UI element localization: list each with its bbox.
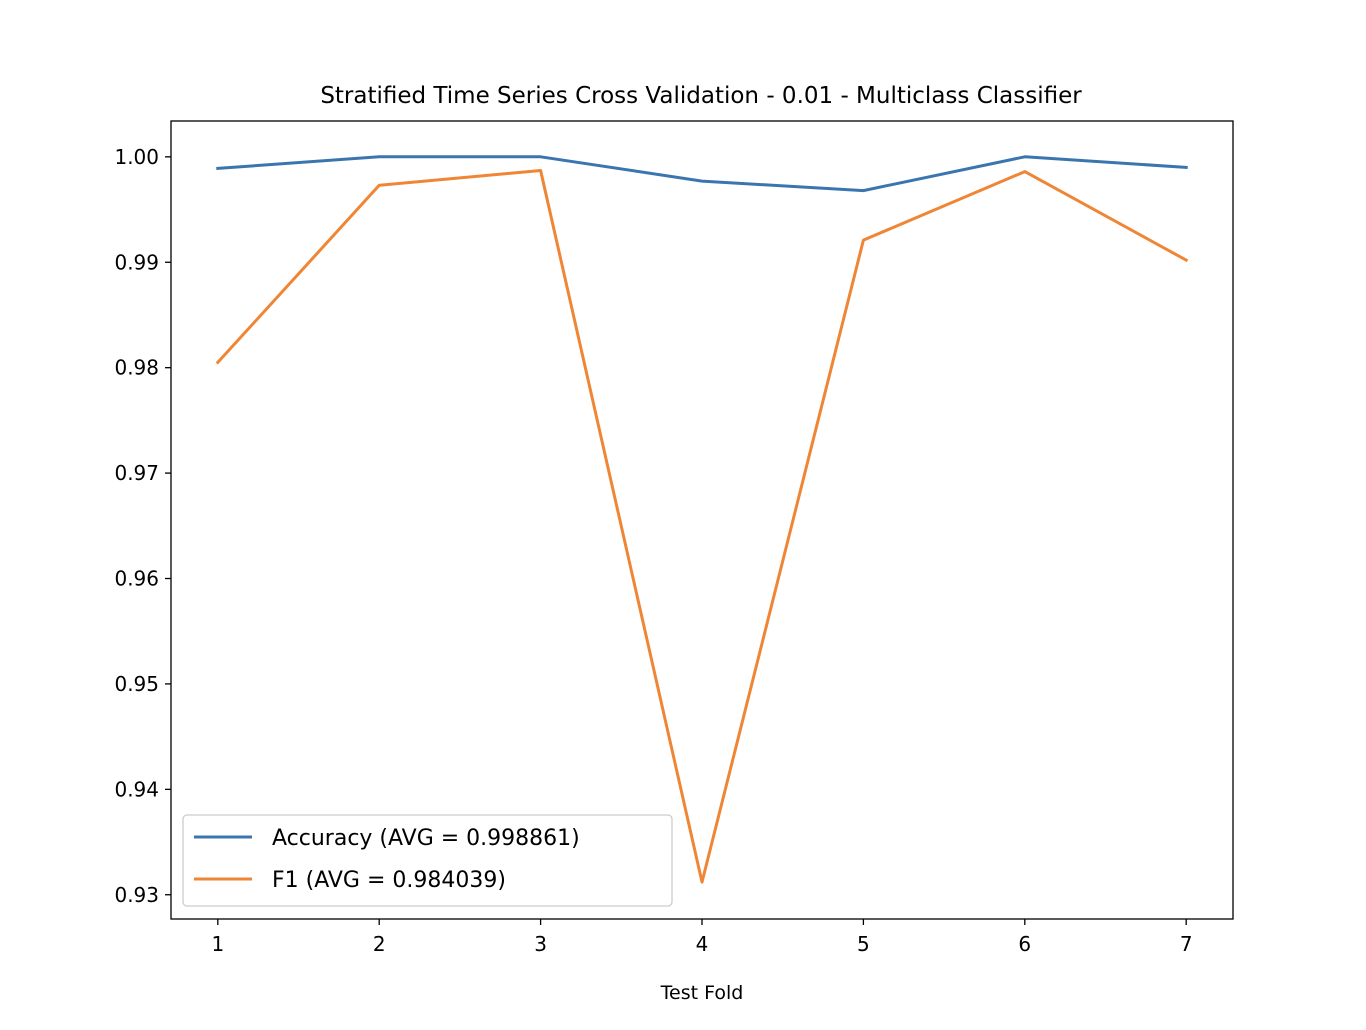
y-axis: 0.93 0.94 0.95 0.96 0.97 0.98 0.99 1.00	[114, 145, 171, 907]
x-tick-label: 4	[696, 932, 709, 956]
y-tick-label: 0.95	[114, 672, 159, 696]
x-tick-label: 1	[211, 932, 224, 956]
legend-label-f1: F1 (AVG = 0.984039)	[272, 868, 506, 893]
plot-frame	[170, 120, 1234, 920]
x-tick-label: 7	[1180, 932, 1193, 956]
series-line-accuracy	[216, 155, 1188, 193]
y-tick-label: 0.97	[114, 461, 159, 485]
y-tick-label: 0.93	[114, 883, 159, 907]
x-tick-label: 3	[534, 932, 547, 956]
plot-area	[171, 121, 1233, 919]
x-tick-label: 2	[373, 932, 386, 956]
x-axis: 1 2 3 4 5 6 7	[211, 919, 1193, 956]
y-tick-label: 1.00	[114, 145, 159, 169]
x-tick-label: 6	[1018, 932, 1031, 956]
y-tick-label: 0.94	[114, 777, 159, 801]
series-line-f1	[215, 169, 1189, 884]
legend: Accuracy (AVG = 0.998861) F1 (AVG = 0.98…	[182, 814, 673, 907]
y-tick-label: 0.99	[114, 250, 159, 274]
x-axis-label: Test Fold	[660, 982, 744, 1004]
series-layer	[215, 155, 1189, 884]
legend-box	[182, 814, 673, 907]
chart-title: Stratified Time Series Cross Validation …	[320, 83, 1082, 109]
x-tick-label: 5	[857, 932, 870, 956]
y-tick-label: 0.98	[114, 356, 159, 380]
y-tick-label: 0.96	[114, 567, 159, 591]
legend-label-accuracy: Accuracy (AVG = 0.998861)	[272, 826, 580, 851]
